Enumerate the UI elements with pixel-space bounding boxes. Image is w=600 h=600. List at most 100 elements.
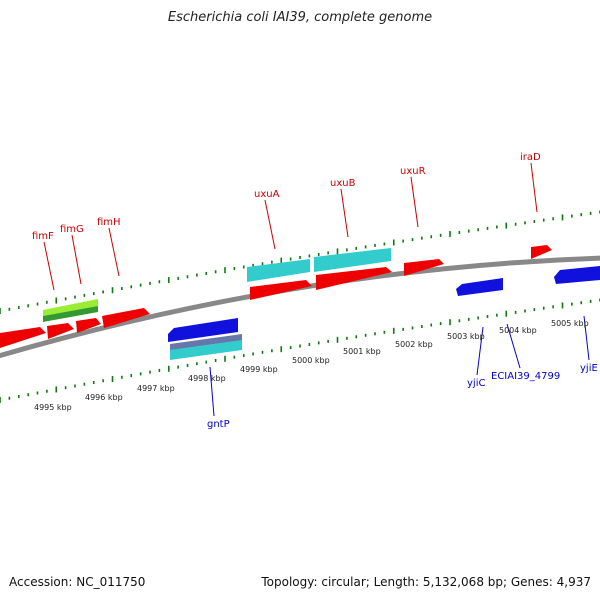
upper-track-tick bbox=[261, 262, 264, 266]
upper-track-tick bbox=[149, 281, 151, 285]
lower-track-tick bbox=[533, 308, 536, 312]
lower-track-tick bbox=[149, 370, 151, 374]
gene-label-leader bbox=[410, 176, 419, 228]
lower-track-tick bbox=[74, 384, 76, 388]
reverse-strand-genes bbox=[168, 266, 600, 342]
lower-track-tick bbox=[571, 302, 573, 306]
lower-track-tick bbox=[299, 344, 301, 348]
gene-uxuA-arrow[interactable] bbox=[250, 280, 312, 300]
gene-labels: fimF fimG fimH uxuA uxuB uxuR iraD gntP yjiC ECIA… bbox=[32, 152, 598, 430]
tick-label: 5001 kbp bbox=[343, 347, 381, 356]
gene-label-leader bbox=[583, 315, 590, 361]
upper-track-tick bbox=[102, 290, 104, 294]
upper-track-tick bbox=[383, 242, 386, 246]
upper-track-tick bbox=[430, 235, 433, 239]
gene-uxuR-arrow[interactable] bbox=[404, 259, 444, 276]
lower-track-tick bbox=[542, 306, 545, 310]
upper-track-tick bbox=[374, 243, 376, 247]
gene-fimD-arrow[interactable] bbox=[76, 318, 101, 333]
lower-track-tick bbox=[496, 313, 498, 317]
lower-track-tick bbox=[374, 332, 376, 336]
lower-track-tick bbox=[121, 375, 123, 379]
upper-track-tick bbox=[524, 221, 526, 225]
upper-track-tick bbox=[392, 239, 395, 246]
gene-fimA-arrow[interactable] bbox=[0, 327, 46, 348]
upper-track-tick bbox=[252, 263, 254, 267]
cds-cyan-uxuB[interactable] bbox=[314, 248, 391, 272]
tick-label: 5004 kbp bbox=[499, 326, 537, 335]
lower-track-tick bbox=[139, 372, 142, 376]
upper-track-tick bbox=[496, 225, 498, 229]
gene-label-leader bbox=[108, 227, 120, 277]
lower-track-tick bbox=[355, 335, 358, 339]
lower-track-tick bbox=[580, 301, 583, 305]
gene-fimC-arrow[interactable] bbox=[47, 323, 74, 339]
upper-track-tick bbox=[158, 280, 161, 284]
upper-track-tick bbox=[449, 230, 451, 237]
upper-track-tick bbox=[74, 295, 76, 299]
gene-uxuB-arrow[interactable] bbox=[316, 267, 392, 290]
upper-track-tick bbox=[346, 248, 348, 252]
upper-track-tick bbox=[196, 273, 198, 277]
upper-track-tick bbox=[27, 304, 29, 308]
cds-blue-gntP[interactable] bbox=[170, 334, 242, 350]
cds-cyan-uxuA[interactable] bbox=[247, 259, 310, 282]
lower-track-tick bbox=[467, 317, 470, 321]
lower-track-tick bbox=[261, 350, 264, 354]
upper-track-tick bbox=[571, 214, 573, 218]
upper-track-tick bbox=[589, 211, 592, 215]
lower-track-tick bbox=[27, 393, 29, 397]
lower-track-tick bbox=[589, 299, 592, 303]
upper-track-tick bbox=[308, 254, 311, 258]
gene-label-uxuR: uxuR bbox=[400, 166, 426, 177]
tick-label: 4999 kbp bbox=[240, 365, 278, 374]
upper-track-tick bbox=[299, 256, 301, 259]
cds-features bbox=[43, 248, 391, 360]
upper-track-tick bbox=[186, 275, 189, 279]
upper-track-tick bbox=[280, 257, 283, 264]
gene-gntP-arrow[interactable] bbox=[168, 318, 238, 342]
lower-track-tick bbox=[317, 341, 320, 345]
upper-track-tick bbox=[580, 213, 583, 217]
gene-label-leader bbox=[506, 323, 521, 369]
lower-track-tick bbox=[177, 365, 179, 369]
upper-track-tick bbox=[402, 239, 404, 243]
lower-track-tick bbox=[8, 396, 11, 400]
cds-green-1[interactable] bbox=[43, 299, 98, 316]
gene-iraD-arrow[interactable] bbox=[531, 245, 552, 259]
upper-track-tick bbox=[130, 285, 133, 289]
lower-track-tick bbox=[486, 315, 489, 319]
gene-label-yjiE: yjiE bbox=[580, 363, 598, 374]
lower-track-tick bbox=[421, 324, 423, 328]
cds-green-2[interactable] bbox=[43, 306, 98, 322]
upper-track-tick bbox=[271, 260, 273, 264]
lower-track-tick bbox=[439, 322, 442, 326]
upper-track-tick bbox=[439, 233, 442, 237]
gene-label-leader bbox=[209, 366, 215, 417]
lower-tick-track bbox=[0, 298, 600, 403]
gene-label-leader bbox=[71, 234, 82, 285]
lower-track-tick bbox=[477, 316, 479, 320]
lower-track-tick bbox=[36, 391, 39, 395]
upper-track-tick bbox=[64, 297, 67, 301]
upper-track-tick bbox=[336, 248, 339, 255]
lower-track-tick bbox=[46, 389, 48, 393]
gene-yjiC-arrow[interactable] bbox=[456, 278, 503, 296]
upper-track-tick bbox=[533, 219, 536, 223]
tick-labels: 4995 kbp 4996 kbp 4997 kbp 4998 kbp 4999 kbp… bbox=[34, 319, 589, 412]
upper-track-tick bbox=[0, 308, 1, 314]
lower-track-tick bbox=[552, 305, 554, 309]
cds-cyan-gntP[interactable] bbox=[170, 339, 242, 360]
gene-yjiE-arrow[interactable] bbox=[554, 266, 600, 284]
lower-track-tick bbox=[449, 319, 451, 326]
gene-label-leader bbox=[530, 162, 538, 213]
lower-track-tick bbox=[92, 380, 95, 384]
lower-track-tick bbox=[271, 349, 273, 353]
gene-fimH-arrow[interactable] bbox=[102, 308, 150, 328]
tick-label: 5002 kbp bbox=[395, 340, 433, 349]
lower-track-tick bbox=[383, 330, 386, 334]
lower-track-tick bbox=[102, 379, 104, 383]
upper-track-tick bbox=[121, 287, 123, 291]
upper-track-tick bbox=[514, 222, 517, 226]
